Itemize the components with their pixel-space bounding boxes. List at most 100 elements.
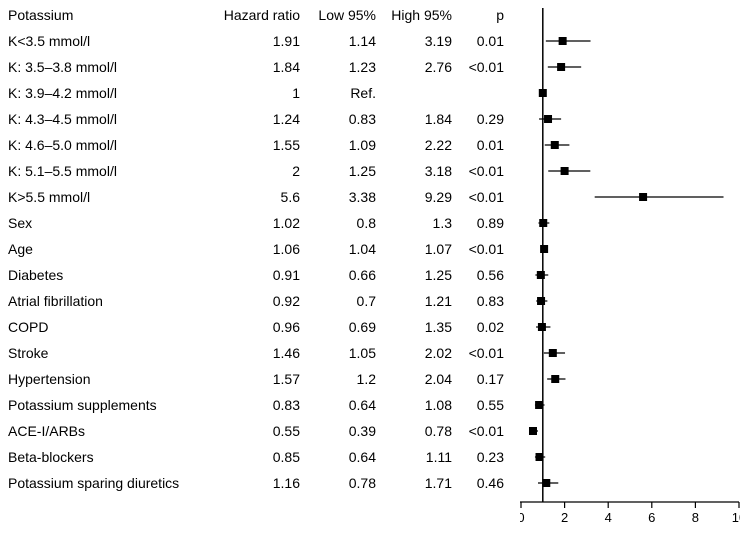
row-p-value: <0.01 — [454, 60, 504, 74]
row-ci-high: 1.11 — [378, 450, 452, 464]
row-ci-low: 0.64 — [302, 398, 376, 412]
row-hazard-ratio: 1.16 — [210, 476, 300, 490]
x-tick-label: 2 — [561, 510, 568, 525]
row-ci-high: 2.04 — [378, 372, 452, 386]
row-label: Beta-blockers — [8, 450, 94, 464]
row-ci-low: 0.64 — [302, 450, 376, 464]
point-marker — [551, 141, 559, 149]
row-ci-high: 1.84 — [378, 112, 452, 126]
row-ci-low: 1.2 — [302, 372, 376, 386]
row-ci-low: 1.25 — [302, 164, 376, 178]
row-ci-high: 2.76 — [378, 60, 452, 74]
x-tick-label: 4 — [605, 510, 612, 525]
point-marker — [557, 63, 565, 71]
row-hazard-ratio: 1.84 — [210, 60, 300, 74]
point-marker — [539, 219, 547, 227]
row-hazard-ratio: 1.02 — [210, 216, 300, 230]
point-marker — [549, 349, 557, 357]
forest-plot: 0246810 — [520, 8, 740, 508]
row-hazard-ratio: 0.96 — [210, 320, 300, 334]
row-ci-high: 1.3 — [378, 216, 452, 230]
row-p-value: 0.17 — [454, 372, 504, 386]
row-label: K: 4.3–4.5 mmol/l — [8, 112, 117, 126]
row-ci-low: 1.09 — [302, 138, 376, 152]
row-hazard-ratio: 0.83 — [210, 398, 300, 412]
row-ci-low: 1.05 — [302, 346, 376, 360]
point-marker — [537, 297, 545, 305]
point-marker — [540, 245, 548, 253]
row-hazard-ratio: 0.55 — [210, 424, 300, 438]
row-label: Hypertension — [8, 372, 91, 386]
row-ci-low: 3.38 — [302, 190, 376, 204]
col-header-low: Low 95% — [302, 8, 376, 22]
row-hazard-ratio: 1.91 — [210, 34, 300, 48]
row-ci-low: 0.66 — [302, 268, 376, 282]
row-label: Atrial fibrillation — [8, 294, 103, 308]
row-hazard-ratio: 1.55 — [210, 138, 300, 152]
row-label: K: 4.6–5.0 mmol/l — [8, 138, 117, 152]
row-ci-high: 2.22 — [378, 138, 452, 152]
row-label: K<3.5 mmol/l — [8, 34, 90, 48]
row-p-value: 0.89 — [454, 216, 504, 230]
row-ci-low: Ref. — [302, 86, 376, 100]
forest-plot-svg: 0 2 4 6 8 10 — [520, 8, 740, 530]
row-label: Diabetes — [8, 268, 63, 282]
point-marker — [559, 37, 567, 45]
x-tick-label: 8 — [692, 510, 699, 525]
col-header-p: p — [454, 8, 504, 22]
row-ci-low: 0.8 — [302, 216, 376, 230]
point-marker — [561, 167, 569, 175]
row-ci-high: 1.08 — [378, 398, 452, 412]
x-tick-label: 0 — [520, 510, 525, 525]
row-p-value: 0.23 — [454, 450, 504, 464]
row-ci-low: 0.69 — [302, 320, 376, 334]
row-ci-high: 2.02 — [378, 346, 452, 360]
col-header-label: Potassium — [8, 8, 73, 22]
row-p-value: 0.55 — [454, 398, 504, 412]
row-p-value: <0.01 — [454, 164, 504, 178]
x-tick-label: 6 — [648, 510, 655, 525]
row-p-value: <0.01 — [454, 242, 504, 256]
row-ci-low: 1.04 — [302, 242, 376, 256]
row-hazard-ratio: 0.91 — [210, 268, 300, 282]
row-p-value: 0.01 — [454, 138, 504, 152]
row-ci-low: 1.14 — [302, 34, 376, 48]
row-label: Sex — [8, 216, 32, 230]
row-hazard-ratio: 1 — [210, 86, 300, 100]
point-marker — [536, 453, 544, 461]
row-label: K: 3.9–4.2 mmol/l — [8, 86, 117, 100]
row-label: ACE-I/ARBs — [8, 424, 85, 438]
row-ci-high: 1.21 — [378, 294, 452, 308]
row-ci-low: 0.7 — [302, 294, 376, 308]
point-marker — [529, 427, 537, 435]
row-label: K>5.5 mmol/l — [8, 190, 90, 204]
row-ci-high: 3.19 — [378, 34, 452, 48]
row-p-value: 0.29 — [454, 112, 504, 126]
row-label: COPD — [8, 320, 48, 334]
row-hazard-ratio: 5.6 — [210, 190, 300, 204]
point-marker — [539, 89, 547, 97]
row-label: Potassium sparing diuretics — [8, 476, 179, 490]
row-label: Stroke — [8, 346, 48, 360]
row-hazard-ratio: 1.57 — [210, 372, 300, 386]
x-tick-label: 10 — [732, 510, 740, 525]
row-p-value: 0.83 — [454, 294, 504, 308]
row-hazard-ratio: 1.46 — [210, 346, 300, 360]
row-ci-low: 0.39 — [302, 424, 376, 438]
row-ci-high: 1.25 — [378, 268, 452, 282]
row-p-value: 0.02 — [454, 320, 504, 334]
row-ci-high: 9.29 — [378, 190, 452, 204]
point-marker — [551, 375, 559, 383]
row-ci-high: 1.07 — [378, 242, 452, 256]
point-marker — [537, 271, 545, 279]
row-p-value: <0.01 — [454, 346, 504, 360]
row-hazard-ratio: 0.92 — [210, 294, 300, 308]
row-label: Age — [8, 242, 33, 256]
row-label: K: 5.1–5.5 mmol/l — [8, 164, 117, 178]
row-ci-high: 1.35 — [378, 320, 452, 334]
point-marker — [538, 323, 546, 331]
row-p-value: 0.01 — [454, 34, 504, 48]
row-hazard-ratio: 1.06 — [210, 242, 300, 256]
col-header-high: High 95% — [378, 8, 452, 22]
row-p-value: 0.56 — [454, 268, 504, 282]
